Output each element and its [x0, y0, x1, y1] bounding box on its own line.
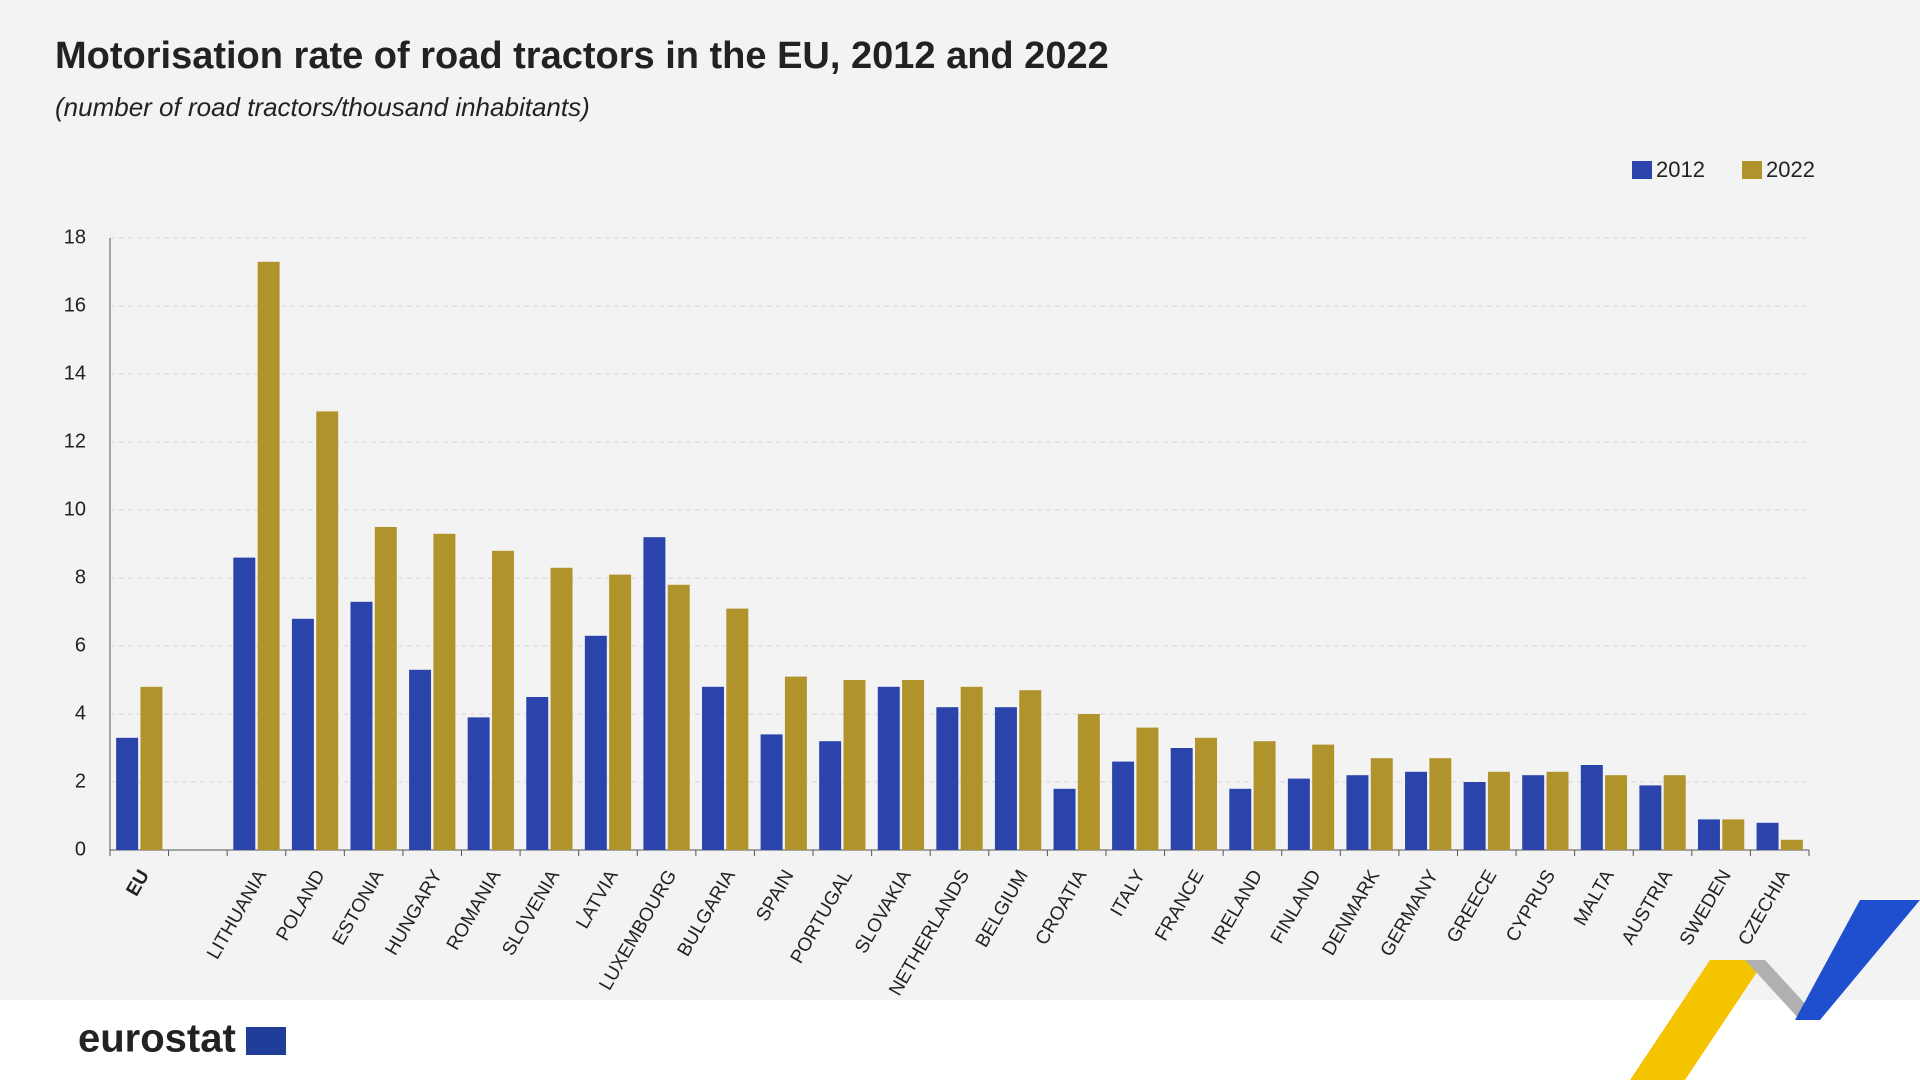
bar: [1639, 785, 1662, 850]
bar: [819, 741, 842, 850]
bar: [1077, 714, 1100, 850]
y-tick-label: 18: [64, 226, 86, 248]
y-tick-label: 10: [64, 498, 86, 520]
bar: [1346, 775, 1369, 850]
legend-label: 2012: [1656, 157, 1705, 182]
legend-swatch: [1632, 161, 1652, 179]
bar: [1019, 690, 1042, 850]
bar: [1487, 771, 1510, 850]
bar: [1112, 761, 1135, 850]
bar: [994, 707, 1017, 850]
bar: [257, 261, 280, 850]
decoration: [1630, 900, 1920, 1080]
bar: [1229, 788, 1252, 850]
bar: [1722, 819, 1745, 850]
bar: [1287, 778, 1310, 850]
bar: [1405, 771, 1428, 850]
bar: [877, 686, 900, 850]
bar: [584, 635, 607, 850]
bar: [1605, 775, 1628, 850]
bar: [936, 707, 959, 850]
bar: [491, 550, 514, 850]
bar: [1522, 775, 1545, 850]
bar: [667, 584, 690, 850]
bar: [726, 608, 749, 850]
bar: [702, 686, 724, 850]
legend-swatch: [1742, 161, 1762, 179]
bar: [902, 680, 925, 850]
bar: [409, 669, 432, 850]
bar: [374, 527, 397, 850]
bar: [1195, 737, 1217, 850]
bar: [1580, 765, 1603, 850]
bar: [1136, 727, 1159, 850]
y-tick-label: 12: [64, 430, 86, 452]
bar: [550, 567, 573, 850]
chart-title: Motorisation rate of road tractors in th…: [55, 35, 1109, 77]
chevron-yellow: [1630, 960, 1765, 1080]
bar: [1546, 771, 1569, 850]
bar: [1053, 788, 1076, 850]
bar: [350, 601, 373, 850]
bar: [1312, 744, 1335, 850]
y-tick-label: 16: [64, 294, 86, 316]
bar: [1780, 839, 1803, 850]
bar: [1663, 775, 1686, 850]
y-tick-label: 2: [75, 770, 86, 792]
chart-subtitle: (number of road tractors/thousand inhabi…: [55, 92, 590, 122]
bar: [643, 537, 666, 850]
y-tick-label: 8: [75, 566, 86, 588]
bar: [1429, 758, 1452, 850]
bar: [843, 680, 866, 850]
bar: [609, 574, 632, 850]
y-tick-label: 6: [75, 634, 86, 656]
logo-flag: [246, 1027, 286, 1055]
chevron-blue: [1795, 900, 1920, 1020]
bar: [960, 686, 983, 850]
legend-label: 2022: [1766, 157, 1815, 182]
bar: [316, 411, 339, 850]
bar: [1370, 758, 1393, 850]
bar: [784, 676, 807, 850]
bar: [760, 734, 783, 850]
y-tick-label: 4: [75, 702, 86, 724]
bar: [233, 557, 256, 850]
logo-text: eurostat: [78, 1017, 236, 1061]
bar: [433, 533, 456, 850]
y-tick-label: 14: [64, 362, 86, 384]
bar: [1463, 782, 1486, 850]
bar: [1253, 741, 1276, 850]
bar: [1697, 819, 1720, 850]
bar: [1756, 822, 1779, 850]
chevron-grey: [1745, 960, 1820, 1020]
bar: [1170, 748, 1193, 850]
bar: [116, 737, 139, 850]
bar: [140, 686, 163, 850]
bar: [526, 697, 549, 850]
bar: [467, 717, 490, 850]
y-tick-label: 0: [75, 838, 86, 860]
bar: [291, 618, 314, 850]
